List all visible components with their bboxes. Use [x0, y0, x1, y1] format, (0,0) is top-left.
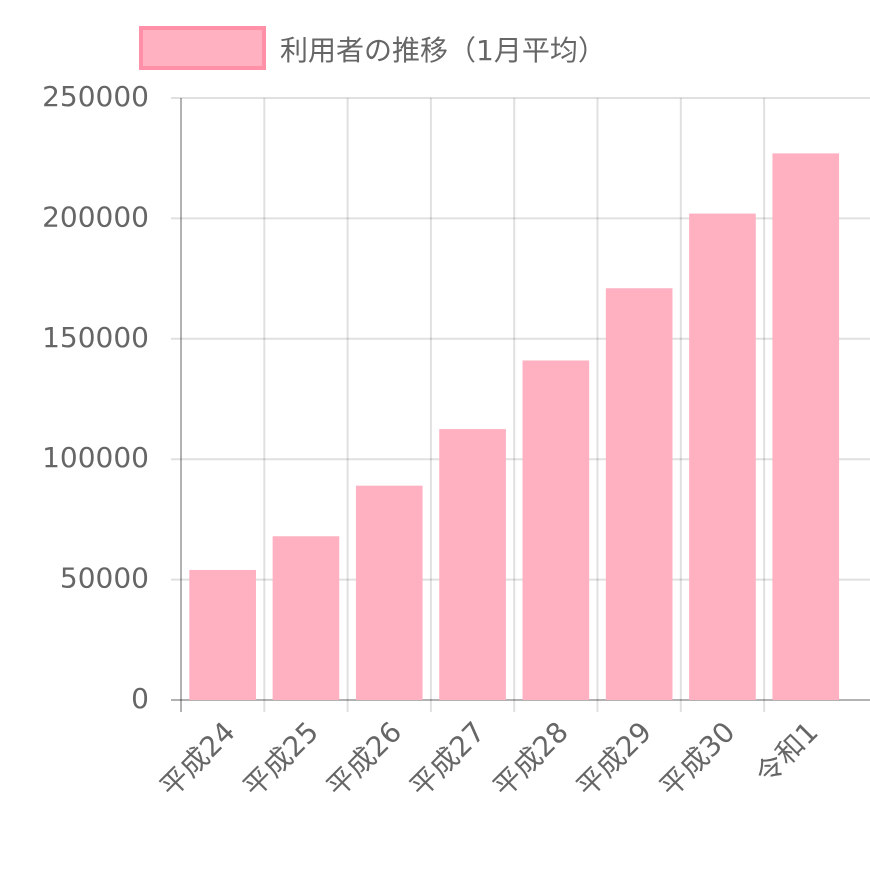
- x-tick-label: 平成28: [487, 715, 575, 803]
- bar: [189, 569, 256, 700]
- bar: [772, 153, 840, 700]
- x-tick-label: 平成27: [403, 715, 491, 803]
- y-tick-label: 0: [131, 682, 149, 715]
- bar: [439, 429, 506, 700]
- bar: [272, 536, 340, 700]
- bar: [355, 485, 423, 700]
- x-tick-label: 平成25: [237, 715, 325, 803]
- x-tick-label: 平成30: [653, 715, 741, 803]
- y-tick-label: 100000: [42, 441, 149, 474]
- y-tick-label: 250000: [42, 80, 149, 113]
- x-tick-label: 令和1: [749, 715, 825, 791]
- y-tick-label: 200000: [42, 200, 149, 233]
- x-tick-label: 平成24: [153, 715, 241, 803]
- x-tick-label: 平成26: [320, 715, 408, 803]
- bar: [689, 213, 756, 701]
- y-tick-label: 50000: [60, 562, 149, 595]
- legend-swatch: [139, 26, 266, 70]
- bar: [605, 288, 673, 700]
- legend: 利用者の推移（1月平均）: [139, 26, 606, 70]
- bar: [522, 360, 590, 700]
- legend-label: 利用者の推移（1月平均）: [280, 34, 606, 67]
- y-tick-label: 150000: [42, 321, 149, 354]
- x-tick-label: 平成29: [570, 715, 658, 803]
